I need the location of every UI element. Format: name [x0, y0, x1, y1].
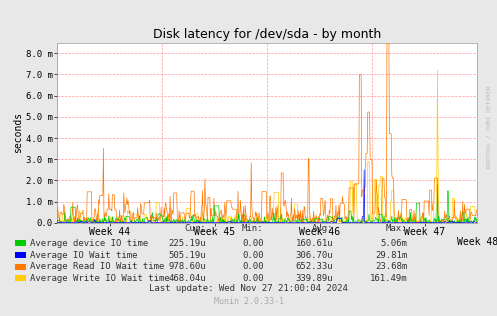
Text: 160.61u: 160.61u — [295, 239, 333, 248]
Text: Max:: Max: — [386, 224, 408, 233]
Text: 652.33u: 652.33u — [295, 262, 333, 271]
Text: Average IO Wait time: Average IO Wait time — [30, 251, 137, 259]
Text: 0.00: 0.00 — [242, 262, 263, 271]
Text: 505.19u: 505.19u — [168, 251, 206, 259]
Text: 468.04u: 468.04u — [168, 274, 206, 283]
Y-axis label: seconds: seconds — [13, 112, 23, 153]
Text: 225.19u: 225.19u — [168, 239, 206, 248]
Text: 0.00: 0.00 — [242, 274, 263, 283]
Text: Last update: Wed Nov 27 21:00:04 2024: Last update: Wed Nov 27 21:00:04 2024 — [149, 284, 348, 293]
Text: Avg:: Avg: — [312, 224, 333, 233]
Text: 0.00: 0.00 — [242, 239, 263, 248]
Text: Cur:: Cur: — [185, 224, 206, 233]
Text: Average device IO time: Average device IO time — [30, 239, 148, 248]
Text: 29.81m: 29.81m — [375, 251, 408, 259]
Text: 339.89u: 339.89u — [295, 274, 333, 283]
Text: RRDTOOL / TOBI OETIKER: RRDTOOL / TOBI OETIKER — [486, 85, 491, 168]
Text: Min:: Min: — [242, 224, 263, 233]
Text: 0.00: 0.00 — [242, 251, 263, 259]
Text: 5.06m: 5.06m — [381, 239, 408, 248]
Title: Disk latency for /dev/sda - by month: Disk latency for /dev/sda - by month — [153, 28, 381, 41]
Text: Average Read IO Wait time: Average Read IO Wait time — [30, 262, 164, 271]
Text: 306.70u: 306.70u — [295, 251, 333, 259]
Text: 23.68m: 23.68m — [375, 262, 408, 271]
Text: Munin 2.0.33-1: Munin 2.0.33-1 — [214, 297, 283, 306]
Text: 978.60u: 978.60u — [168, 262, 206, 271]
Text: Week 48: Week 48 — [457, 237, 497, 247]
Text: 161.49m: 161.49m — [370, 274, 408, 283]
Text: Average Write IO Wait time: Average Write IO Wait time — [30, 274, 169, 283]
